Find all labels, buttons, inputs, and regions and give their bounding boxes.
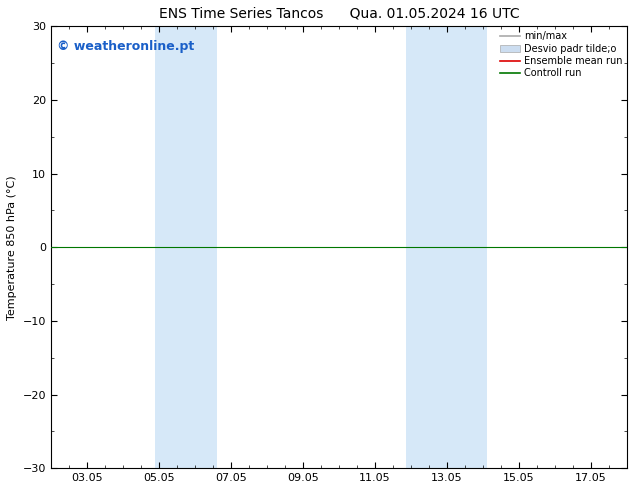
Bar [155,26,217,468]
Text: © weatheronline.pt: © weatheronline.pt [56,40,194,52]
Title: ENS Time Series Tancos      Qua. 01.05.2024 16 UTC: ENS Time Series Tancos Qua. 01.05.2024 1… [158,7,519,21]
Bar [406,26,487,468]
Legend: min/max, Desvio padr tilde;o, Ensemble mean run, Controll run: min/max, Desvio padr tilde;o, Ensemble m… [498,29,624,80]
Y-axis label: Temperature 850 hPa (°C): Temperature 850 hPa (°C) [7,175,17,319]
